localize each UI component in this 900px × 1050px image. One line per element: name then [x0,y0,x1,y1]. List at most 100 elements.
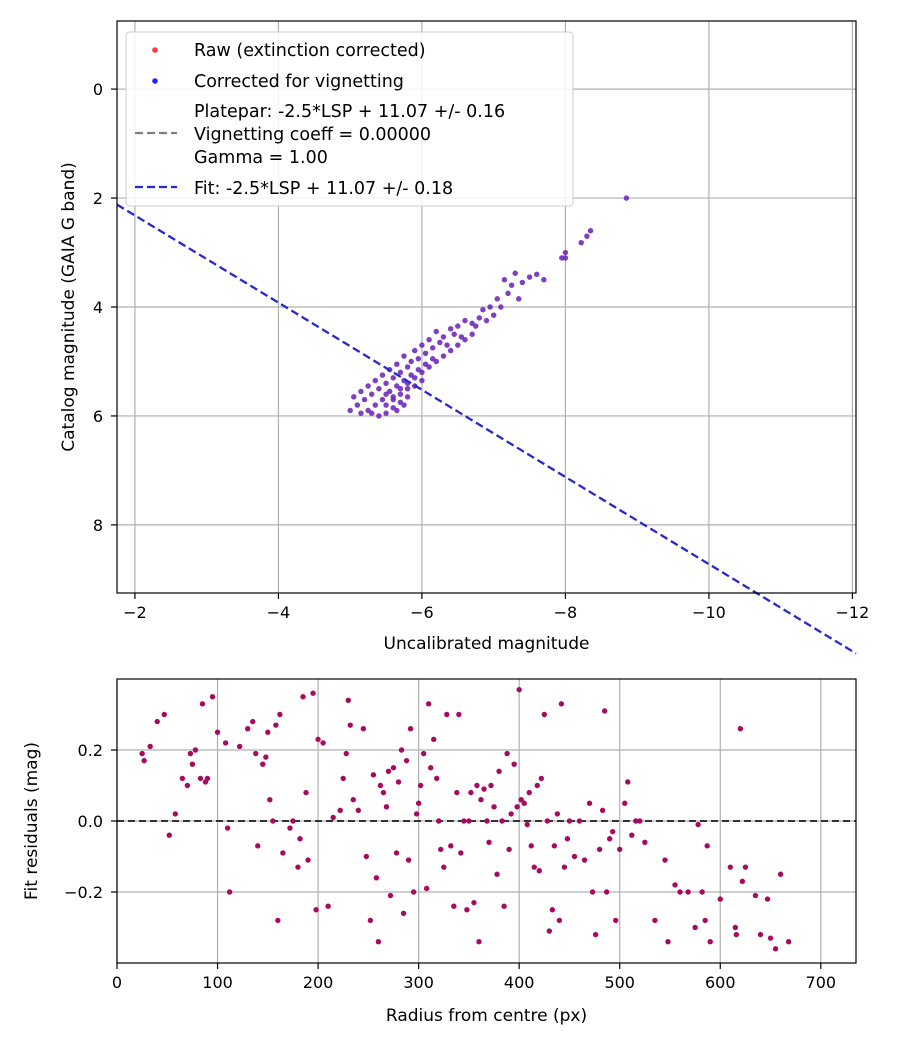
residual-point [625,779,631,785]
corrected-point [394,361,400,367]
corrected-point [376,386,382,392]
residual-point [767,935,774,941]
residual-point [413,811,420,817]
residual-point [704,843,710,849]
top-y-axis-label: Catalog magnitude (GAIA G band) [59,162,79,452]
residual-point [253,750,259,757]
residual-point [313,907,319,913]
corrected-point [358,410,364,416]
corrected-point [512,270,518,276]
residual-point [617,846,623,853]
legend-corrected-label: Corrected for vignetting [194,72,404,92]
residual-point [524,821,530,828]
corrected-point [578,240,584,246]
residual-point [576,818,583,824]
residual-point [461,818,467,824]
residual-point [556,917,563,924]
corrected-point [419,377,425,384]
residual-point [431,736,437,743]
residual-point [458,850,464,856]
corrected-point [408,358,414,365]
residual-point [692,924,698,931]
legend-corrected-marker [152,78,158,84]
residual-point [360,726,367,732]
residual-point [514,804,520,810]
residual-point [695,821,701,828]
residual-point [438,846,444,853]
residual-point [785,939,792,945]
corrected-point [458,334,465,340]
top-x-tick-label: −12 [836,603,870,622]
residual-point [464,907,470,913]
residual-point [224,825,231,831]
residual-point [603,889,610,895]
corrected-point [490,312,497,318]
residual-point [441,864,447,870]
top-x-ticks: −2 −4 −6 −8 −10 −12 [123,593,869,622]
residual-point [468,789,474,796]
residual-point [410,889,417,895]
residual-point [699,889,705,895]
residual-point [340,775,346,782]
residual-point [395,779,402,785]
corrected-point [401,353,407,359]
residual-point [265,729,271,735]
residual-point [385,768,392,774]
residual-point [629,832,635,838]
residual-point [609,828,616,835]
corrected-point [361,396,368,403]
top-y-tick-label: 8 [93,516,103,535]
bottom-x-tick-label: 100 [202,973,233,992]
residual-point [277,711,283,718]
residual-point [737,726,744,732]
residual-point [375,939,382,945]
residual-point [267,797,273,803]
corrected-point [429,356,436,362]
residual-point [380,789,387,796]
corrected-point [372,402,378,408]
residual-point [147,743,153,750]
top-x-tick-label: −4 [267,603,291,622]
corrected-point [480,307,486,313]
corrected-point [447,326,454,332]
corrected-point [422,361,429,367]
residual-point [531,864,537,870]
corrected-point [383,410,389,416]
residual-point [425,701,432,707]
top-y-tick-label: 0 [93,80,103,99]
residual-point [184,782,191,789]
residual-point [622,800,628,806]
residual-point [494,871,500,877]
corrected-point [365,383,371,389]
top-x-tick-label: −6 [410,603,434,622]
residual-point [367,917,374,924]
residual-point [270,818,276,824]
residual-point [343,750,349,757]
residual-point [387,892,394,899]
residual-point [739,878,746,885]
top-y-tick-label: 2 [93,189,103,208]
legend-platepar-line-2: Vignetting coeff = 0.00000 [194,125,431,145]
residual-point [544,818,551,824]
residual-point [275,917,281,924]
corrected-point [383,402,389,408]
residual-point [407,726,414,732]
residual-point [526,789,532,796]
residual-point [263,754,269,760]
residual-point [245,726,251,732]
residual-point [561,864,568,870]
residual-point [564,836,571,842]
corrected-point [483,317,490,324]
residual-point [444,711,450,718]
residual-point [518,797,524,803]
legend-raw-marker [152,47,158,53]
legend-box [125,31,574,207]
residual-point [511,761,517,767]
residual-point [154,718,160,725]
residual-point [377,782,384,789]
residual-point [538,775,544,782]
residual-point [606,836,613,842]
residual-point [707,939,713,945]
residual-point [592,931,599,938]
